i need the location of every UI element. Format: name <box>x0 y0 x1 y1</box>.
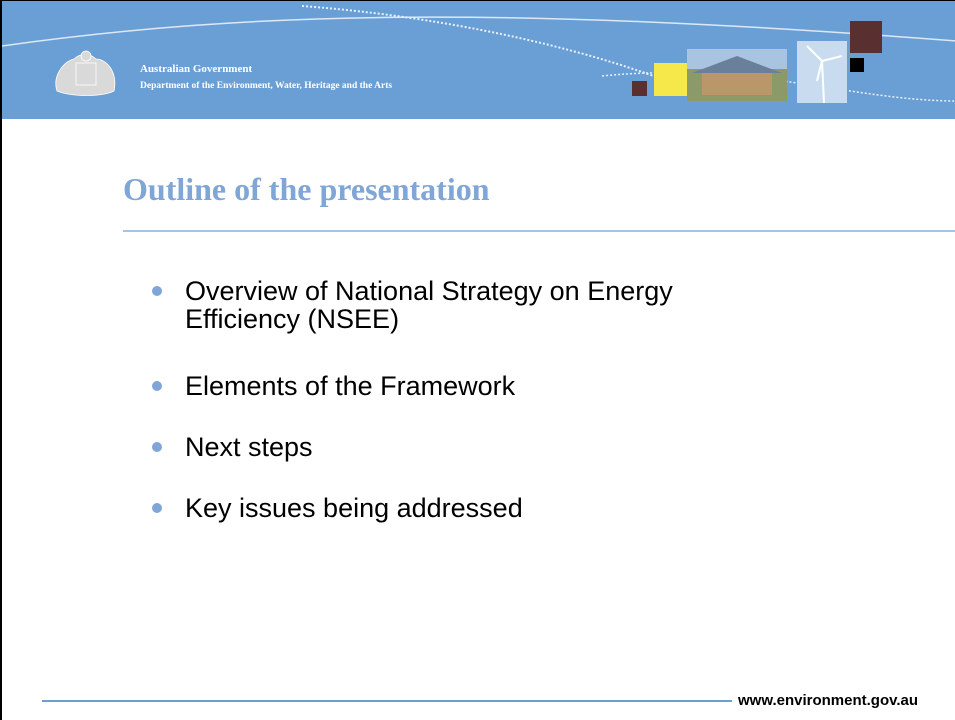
bullet-text: Next steps <box>185 432 313 462</box>
coat-of-arms <box>55 50 116 96</box>
department-name: Department of the Environment, Water, He… <box>140 81 393 91</box>
square <box>850 58 864 72</box>
bullet-dot <box>152 381 162 391</box>
bullet-dot <box>152 442 162 452</box>
header-band <box>2 1 955 119</box>
square <box>654 63 687 96</box>
bullet-text: Overview of National Strategy on Energy … <box>185 276 673 334</box>
header-background <box>2 1 955 119</box>
windmill-photo <box>797 41 847 104</box>
bullet-text: Key issues being addressed <box>185 493 523 523</box>
bullet-text: Elements of the Framework <box>185 371 516 401</box>
house-photo <box>687 49 787 101</box>
bullet-dot <box>152 286 162 296</box>
square <box>632 81 647 96</box>
square <box>850 21 882 53</box>
slide-title: Outline of the presentation <box>123 171 490 207</box>
footer-rule <box>42 700 732 702</box>
footer-url: www.environment.gov.au <box>738 692 919 709</box>
org-name: Australian Government <box>140 63 253 75</box>
title-rule <box>123 230 955 232</box>
bullet-dot <box>152 503 162 513</box>
